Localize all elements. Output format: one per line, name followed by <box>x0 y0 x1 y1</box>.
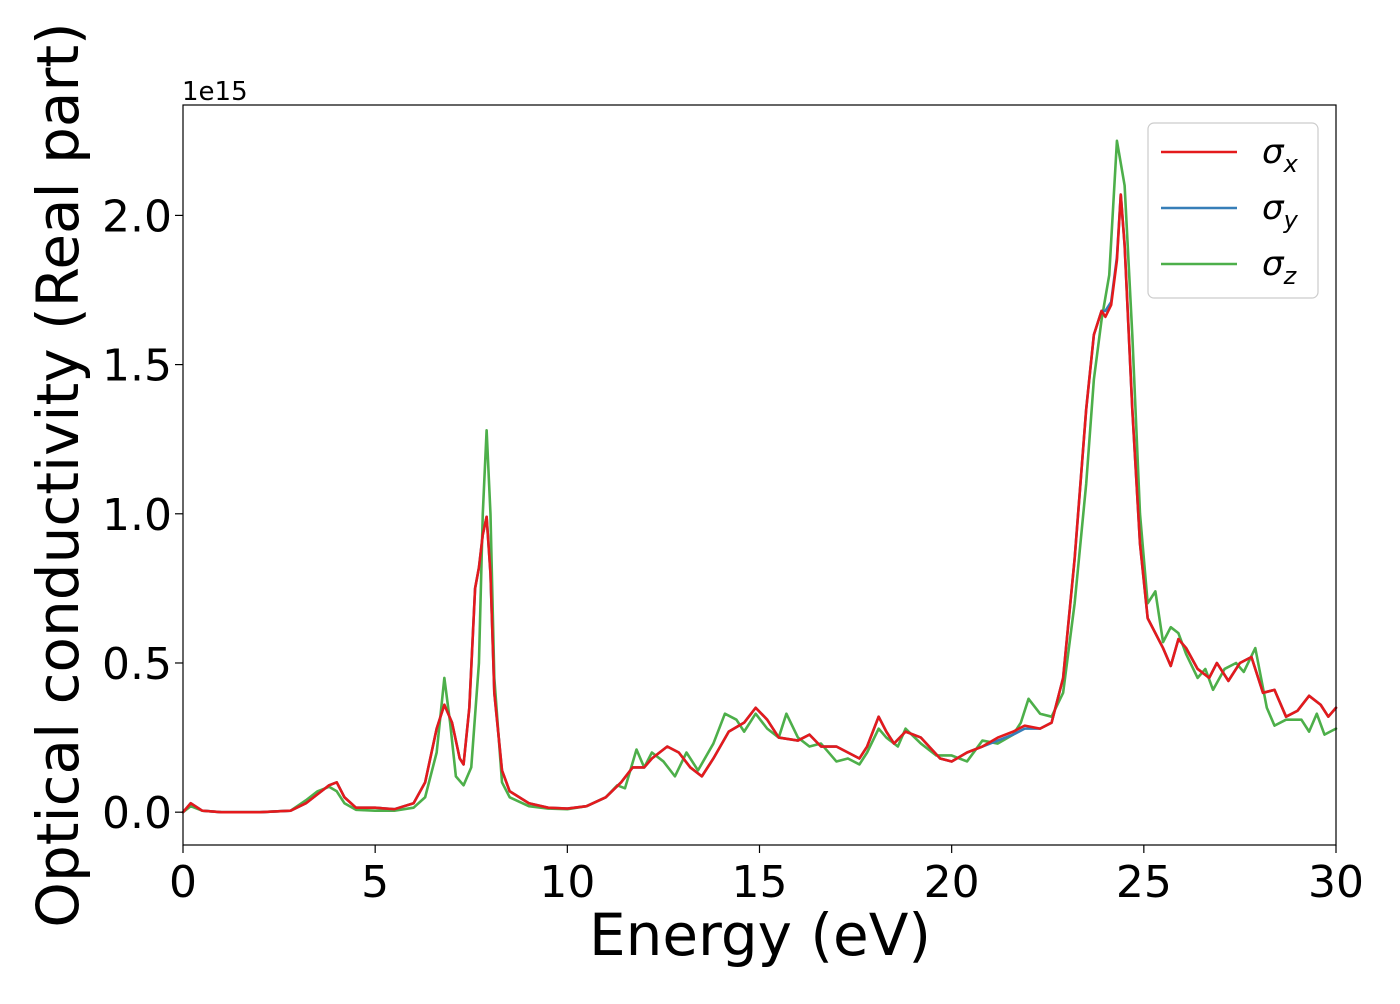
series-line-z <box>181 139 1338 814</box>
x-tick-label: 10 <box>539 857 595 908</box>
plot-lines <box>181 139 1338 814</box>
y-tick-label: 1.0 <box>102 490 172 541</box>
legend-label-z: σz <box>1262 244 1298 290</box>
x-tick-label: 0 <box>169 857 197 908</box>
y-tick-label: 1.5 <box>102 341 172 392</box>
legend: σx σy σz <box>1147 122 1319 299</box>
legend-label-x: σx <box>1262 132 1299 178</box>
y-tick-label: 2.0 <box>102 191 172 242</box>
y-axis: 0.0 0.5 1.0 1.5 2.0 <box>102 191 183 839</box>
legend-label-y: σy <box>1262 188 1299 234</box>
x-tick-label: 5 <box>361 857 389 908</box>
y-tick-label: 0.5 <box>102 639 172 690</box>
x-axis: 0 5 10 15 20 25 30 <box>169 845 1364 908</box>
y-axis-label: Optical conductivity (Real part) <box>24 22 92 927</box>
x-tick-label: 20 <box>924 857 980 908</box>
series-line-x <box>181 193 1338 814</box>
x-tick-label: 15 <box>732 857 788 908</box>
x-tick-label: 30 <box>1308 857 1364 908</box>
x-axis-label: Energy (eV) <box>589 901 931 969</box>
legend-box <box>1147 122 1319 299</box>
y-tick-label: 0.0 <box>102 788 172 839</box>
y-offset-text: 1e15 <box>182 77 248 107</box>
x-tick-label: 25 <box>1116 857 1172 908</box>
